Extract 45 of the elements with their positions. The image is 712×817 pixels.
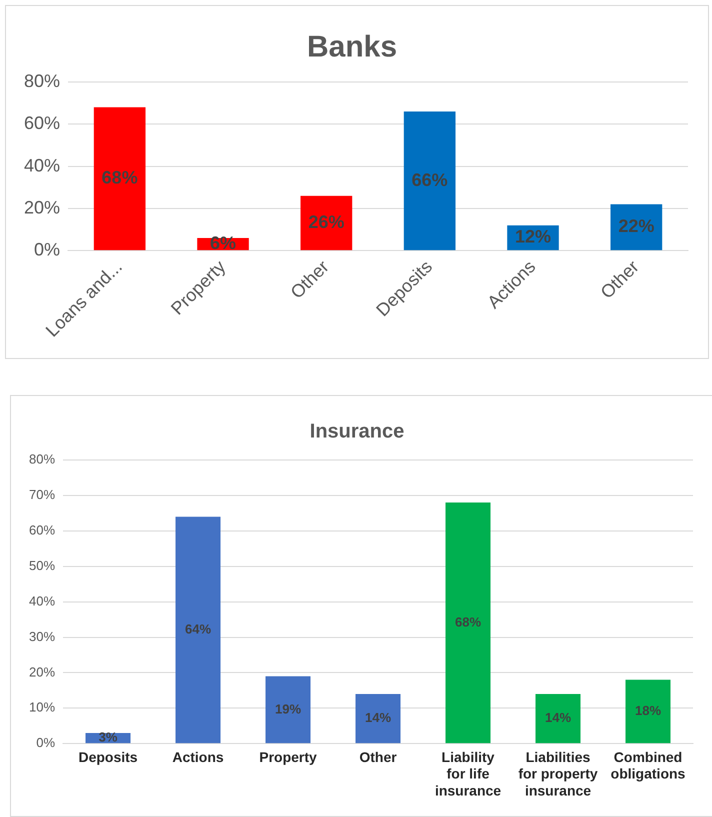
bar (626, 680, 670, 744)
data-label: 22% (618, 216, 654, 236)
y-tick-label: 70% (28, 487, 56, 502)
y-tick-label: 0% (34, 240, 60, 260)
y-tick-label: 0% (36, 735, 56, 750)
bar (536, 694, 581, 744)
data-label: 66% (412, 170, 448, 190)
y-tick-label: 40% (24, 155, 60, 176)
y-tick-label: 20% (28, 664, 56, 680)
data-label: 14% (544, 710, 572, 726)
x-tick-label: Property (259, 748, 318, 765)
bar (300, 196, 352, 250)
y-tick-label: 60% (28, 522, 56, 538)
y-tick-label: 50% (28, 558, 56, 573)
data-label: 6% (210, 233, 236, 254)
bar (356, 694, 401, 744)
data-label: 64% (185, 621, 212, 636)
y-tick-label: 30% (28, 628, 56, 644)
bar (266, 676, 311, 744)
chart-title: Insurance (310, 420, 404, 443)
data-label: 19% (274, 701, 302, 716)
y-tick-label: 60% (24, 113, 60, 134)
y-tick-label: 80% (24, 70, 60, 91)
data-label: 12% (514, 226, 552, 247)
y-tick-label: 10% (28, 700, 56, 715)
y-tick-label: 80% (28, 452, 56, 467)
y-tick-label: 20% (24, 197, 60, 218)
bar (176, 516, 221, 744)
bar (94, 107, 146, 250)
data-label: 18% (634, 703, 662, 718)
x-tick-label: Deposits (78, 748, 138, 765)
x-tick-label: Liabilities for property insurance (518, 748, 598, 798)
y-tick-label: 40% (28, 593, 56, 608)
data-label: 14% (364, 710, 392, 726)
chart-title: Banks (306, 30, 398, 64)
data-label: 3% (98, 730, 118, 745)
bar (404, 112, 456, 250)
bar (446, 502, 491, 744)
data-label: 26% (308, 212, 344, 232)
x-tick-label: Liability for life insurance (434, 748, 502, 798)
data-label: 68% (454, 614, 482, 630)
x-tick-label: Other (359, 748, 398, 765)
data-label: 68% (102, 168, 138, 188)
x-tick-label: Combined obligations (610, 748, 686, 782)
x-tick-label: Actions (172, 748, 224, 765)
